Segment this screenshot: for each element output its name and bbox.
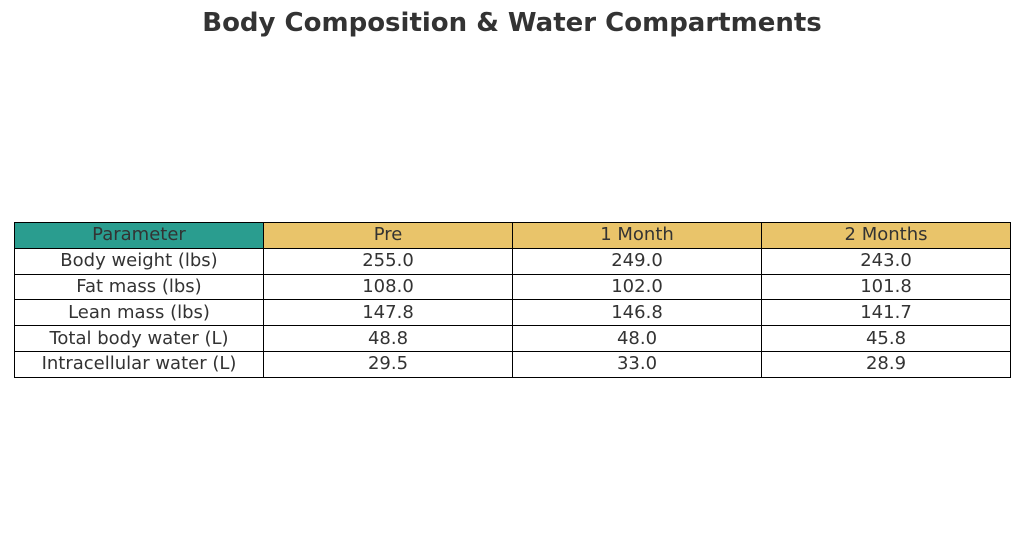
- row-label: Total body water (L): [14, 325, 264, 352]
- table-cell: 33.0: [512, 350, 762, 378]
- table-cell: 146.8: [512, 299, 762, 327]
- row-label: Body weight (lbs): [14, 247, 264, 275]
- table-body: Body weight (lbs) 255.0 249.0 243.0 Fat mass…: [14, 247, 1011, 378]
- column-header: 2 Months: [761, 222, 1011, 249]
- table-cell: 102.0: [512, 273, 762, 301]
- table-row: Total body water (L) 48.8 48.0 45.8: [14, 325, 1011, 352]
- table-cell: 147.8: [263, 299, 513, 327]
- column-header: Parameter: [14, 222, 264, 249]
- table-cell: 141.7: [761, 299, 1011, 327]
- table-cell: 101.8: [761, 273, 1011, 301]
- row-label: Lean mass (lbs): [14, 299, 264, 327]
- table-cell: 28.9: [761, 350, 1011, 378]
- table-cell: 29.5: [263, 350, 513, 378]
- table-cell: 108.0: [263, 273, 513, 301]
- column-header: Pre: [263, 222, 513, 249]
- table-row: Lean mass (lbs) 147.8 146.8 141.7: [14, 299, 1011, 327]
- table-cell: 255.0: [263, 247, 513, 275]
- row-label: Intracellular water (L): [14, 350, 264, 378]
- column-header: 1 Month: [512, 222, 762, 249]
- table-row: Body weight (lbs) 255.0 249.0 243.0: [14, 247, 1011, 275]
- row-label: Fat mass (lbs): [14, 273, 264, 301]
- table: Parameter Pre 1 Month 2 Months Body weight …: [14, 222, 1011, 378]
- header-row: Parameter Pre 1 Month 2 Months: [14, 222, 1011, 249]
- table-row: Fat mass (lbs) 108.0 102.0 101.8: [14, 273, 1011, 301]
- table-row: Intracellular water (L) 29.5 33.0 28.9: [14, 350, 1011, 378]
- table-cell: 48.8: [263, 325, 513, 352]
- table-cell: 249.0: [512, 247, 762, 275]
- table-header: Parameter Pre 1 Month 2 Months: [14, 222, 1011, 249]
- title: Body Composition & Water Compartments: [202, 8, 822, 38]
- table-cell: 45.8: [761, 325, 1011, 352]
- table-cell: 243.0: [761, 247, 1011, 275]
- table-cell: 48.0: [512, 325, 762, 352]
